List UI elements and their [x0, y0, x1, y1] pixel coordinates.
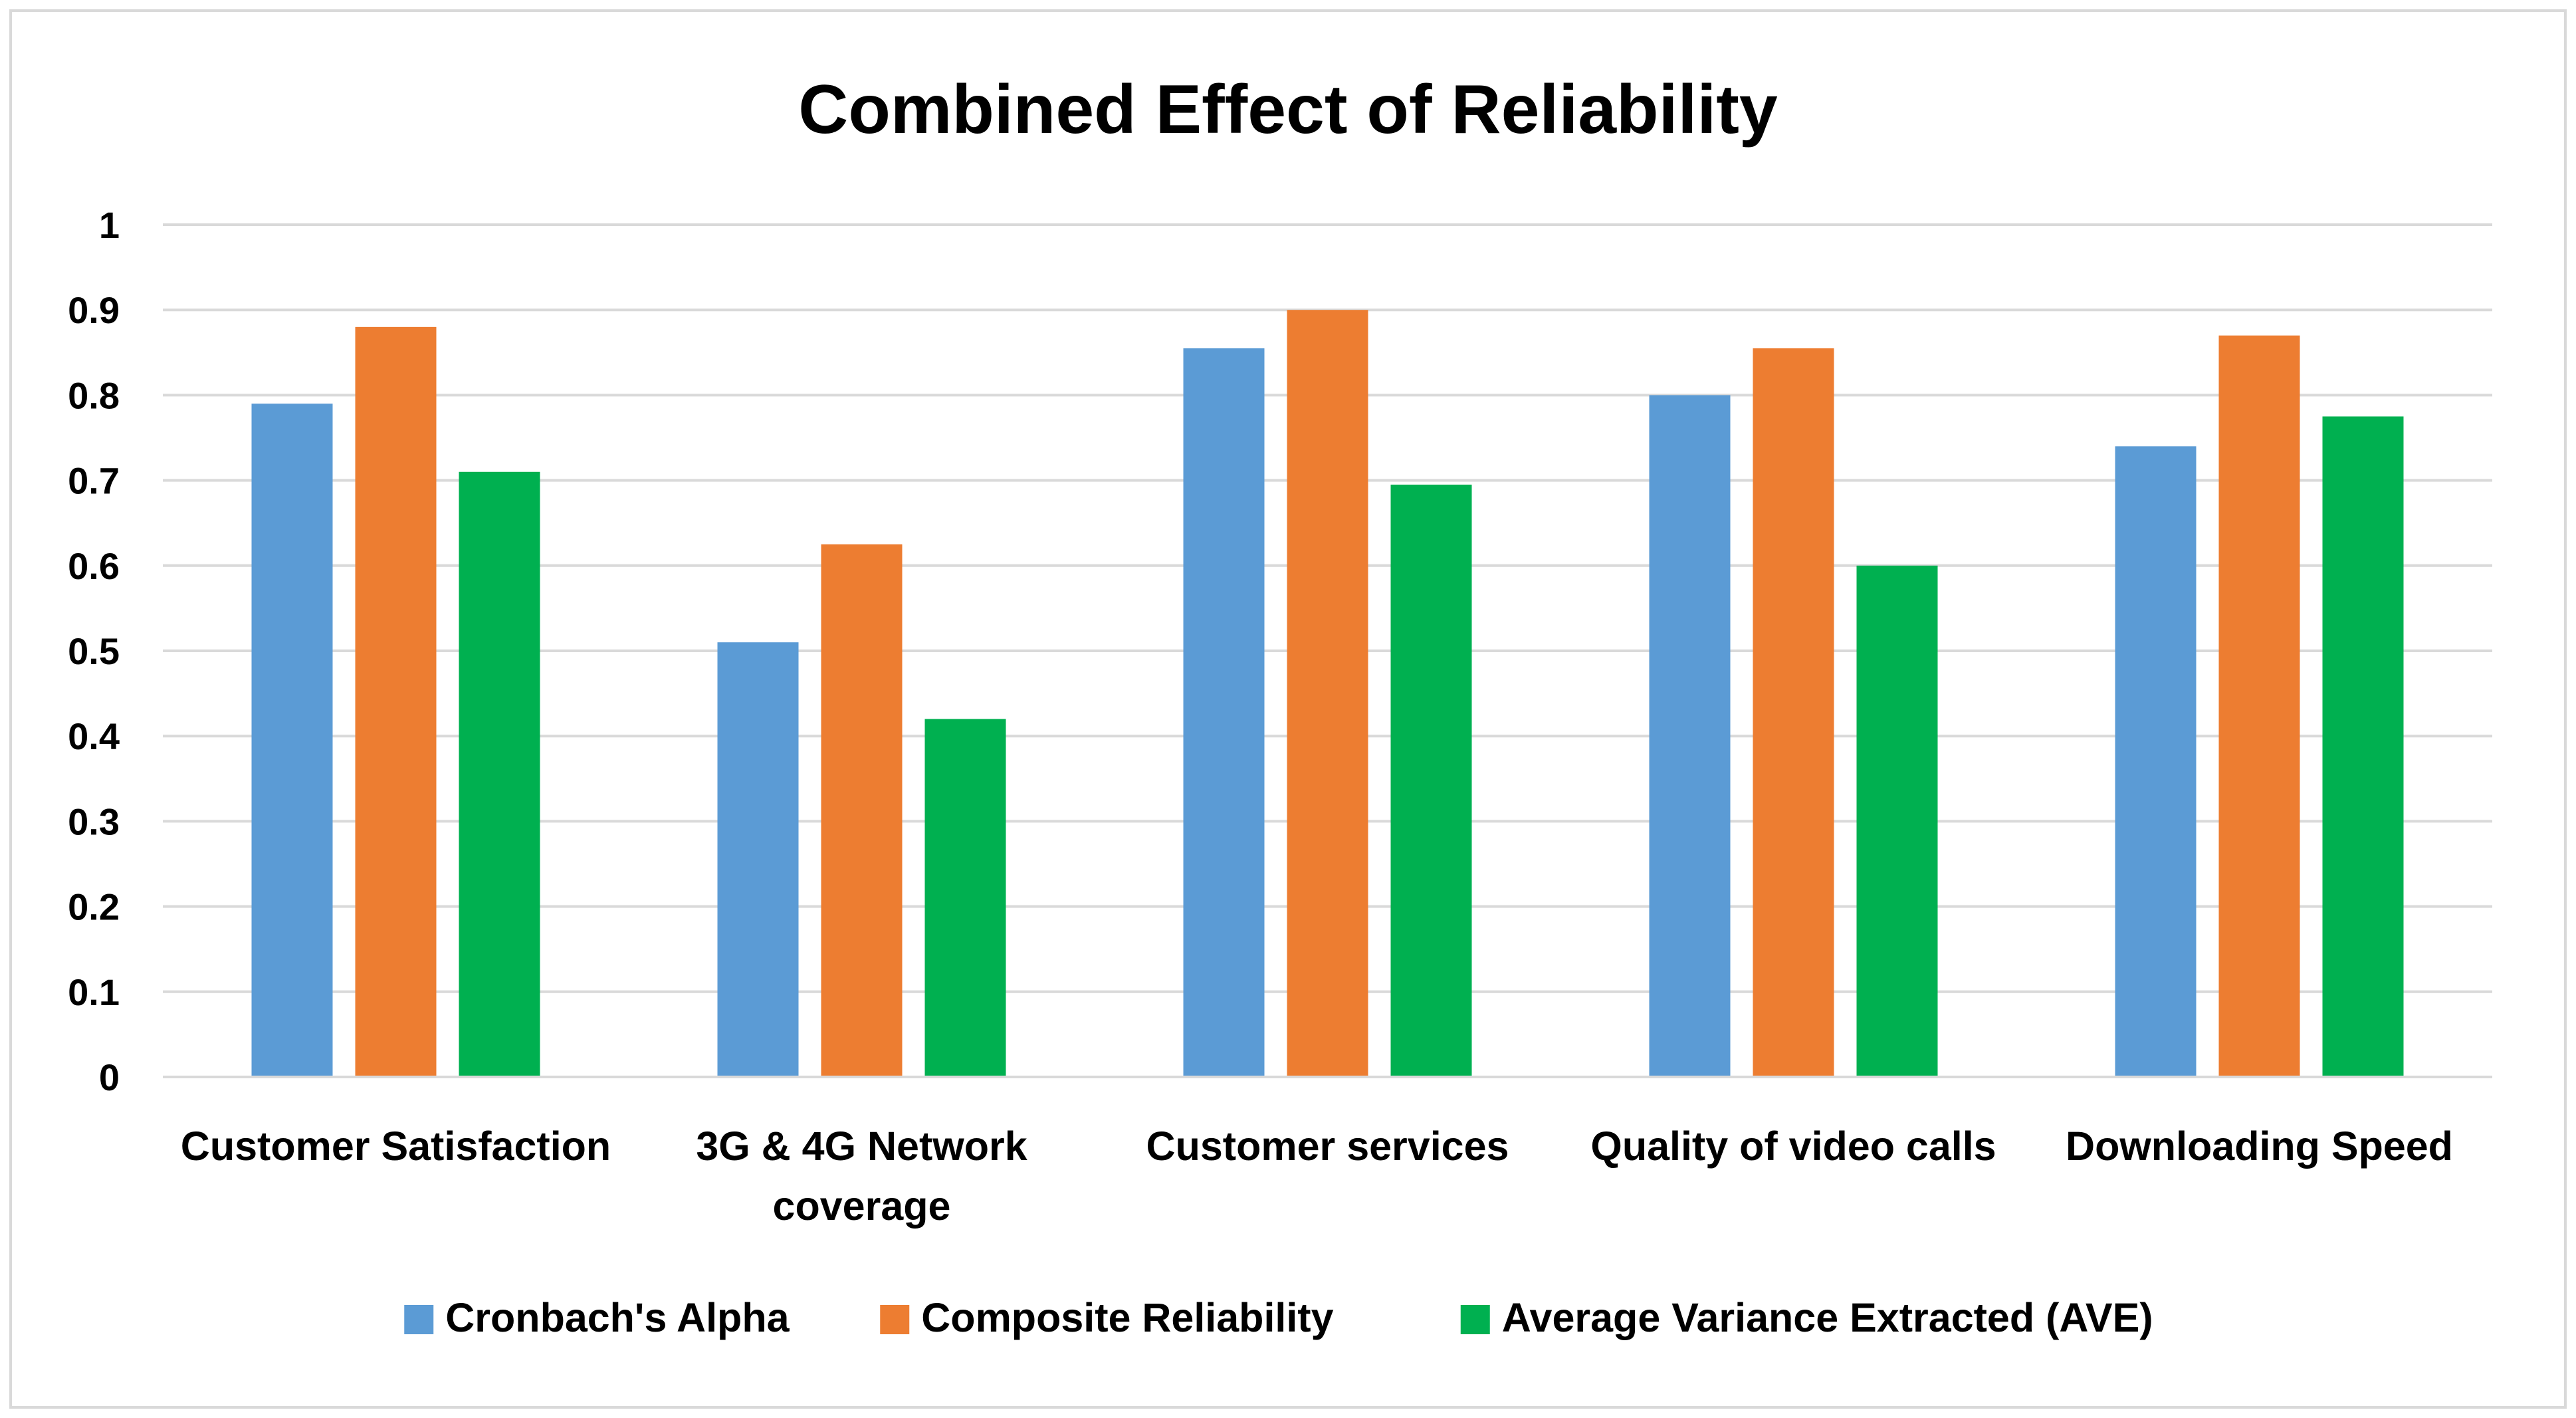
bar — [2115, 446, 2197, 1077]
bar — [1856, 565, 1938, 1077]
bar — [1287, 310, 1368, 1078]
legend-label: Average Variance Extracted (AVE) — [1502, 1295, 2153, 1340]
x-tick-label: Customer Satisfaction — [181, 1123, 611, 1169]
y-tick-label: 0.9 — [68, 289, 120, 331]
x-tick-label: Quality of video calls — [1590, 1123, 1996, 1169]
y-tick-label: 0.7 — [68, 460, 120, 502]
legend-item: Cronbach's Alpha — [404, 1295, 790, 1340]
y-tick-label: 0.3 — [68, 800, 120, 842]
bar — [459, 471, 540, 1077]
y-tick-label: 1 — [99, 204, 120, 246]
bar — [1390, 485, 1472, 1077]
x-tick-label: Customer services — [1146, 1123, 1509, 1169]
x-tick-label: 3G & 4G Network coverage — [696, 1123, 1027, 1229]
legend-item: Composite Reliability — [880, 1295, 1334, 1340]
y-tick-label: 0 — [99, 1056, 120, 1098]
y-tick-label: 0.8 — [68, 374, 120, 416]
bar — [717, 642, 799, 1077]
legend: Cronbach's Alpha Composite Reliability Ave… — [404, 1295, 2153, 1340]
bar — [1753, 348, 1834, 1077]
bars — [251, 310, 2404, 1078]
bar — [924, 719, 1006, 1077]
x-tick-label: Downloading Speed — [2066, 1123, 2453, 1169]
bar — [821, 544, 903, 1077]
legend-label: Cronbach's Alpha — [445, 1295, 790, 1340]
legend-item: Average Variance Extracted (AVE) — [1460, 1295, 2153, 1340]
y-tick-label: 0.4 — [68, 715, 120, 757]
legend-swatch — [1460, 1305, 1490, 1334]
bar — [2322, 416, 2404, 1077]
y-tick-label: 0.2 — [68, 886, 120, 928]
bar — [1183, 348, 1265, 1077]
bar — [1649, 395, 1731, 1077]
legend-label: Composite Reliability — [921, 1295, 1333, 1340]
x-axis-categories: Customer Satisfaction 3G & 4G Network cove… — [181, 1123, 2453, 1229]
bar — [355, 326, 437, 1078]
y-tick-label: 0.6 — [68, 545, 120, 587]
chart-title: Combined Effect of Reliability — [798, 71, 1778, 148]
bar — [251, 404, 333, 1077]
bar — [2218, 335, 2300, 1077]
y-axis-ticks: 0 0.1 0.2 0.3 0.4 0.5 0.6 0.7 0.8 0.9 1 — [68, 204, 120, 1098]
legend-swatch — [404, 1305, 434, 1334]
y-tick-label: 0.1 — [68, 971, 120, 1013]
legend-swatch — [880, 1305, 910, 1334]
y-tick-label: 0.5 — [68, 630, 120, 672]
